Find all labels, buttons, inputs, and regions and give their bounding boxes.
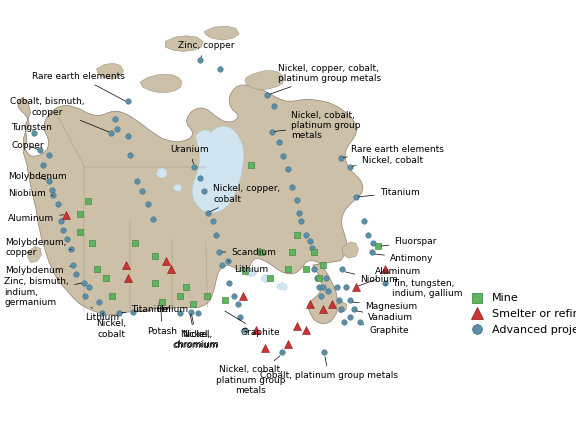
Text: Graphite: Graphite xyxy=(225,311,280,337)
Text: Uranium: Uranium xyxy=(170,145,209,164)
Text: Nickel,
cobalt: Nickel, cobalt xyxy=(96,313,127,339)
Polygon shape xyxy=(192,126,244,213)
Text: Nickel, cobalt,
platinum group
metals: Nickel, cobalt, platinum group metals xyxy=(275,111,361,140)
Text: Cobalt, platinum group metals: Cobalt, platinum group metals xyxy=(260,357,398,380)
Text: Fluorspar: Fluorspar xyxy=(381,238,437,246)
Text: Titanium: Titanium xyxy=(359,188,419,197)
Polygon shape xyxy=(156,168,167,178)
Text: Copper: Copper xyxy=(12,141,44,150)
Text: Antimony: Antimony xyxy=(375,254,434,262)
Polygon shape xyxy=(173,184,182,191)
Text: Lithium: Lithium xyxy=(228,261,268,274)
Text: Nickel, cobalt,
platinum group
metals: Nickel, cobalt, platinum group metals xyxy=(216,356,286,395)
Polygon shape xyxy=(28,246,41,262)
Polygon shape xyxy=(342,242,358,258)
Polygon shape xyxy=(336,302,347,313)
Polygon shape xyxy=(140,74,182,92)
Text: Nickel, copper, cobalt,
platinum group metals: Nickel, copper, cobalt, platinum group m… xyxy=(270,64,381,94)
Text: Tin, tungsten,
indium, gallium: Tin, tungsten, indium, gallium xyxy=(385,279,463,298)
Text: Scandium: Scandium xyxy=(222,248,276,256)
Polygon shape xyxy=(276,283,287,290)
Text: Rare earth elements: Rare earth elements xyxy=(32,72,126,101)
Text: Zinc, bismuth,
indium,
germanium: Zinc, bismuth, indium, germanium xyxy=(5,277,82,307)
Text: Zinc, copper: Zinc, copper xyxy=(177,41,234,58)
Polygon shape xyxy=(18,85,363,324)
Text: Molybdenum: Molybdenum xyxy=(8,172,67,181)
Polygon shape xyxy=(97,63,124,79)
Text: Aluminum: Aluminum xyxy=(358,267,421,286)
Text: Niobium: Niobium xyxy=(8,189,53,198)
Text: Helium: Helium xyxy=(135,305,188,314)
Text: Nickel, copper,
cobalt: Nickel, copper, cobalt xyxy=(210,184,281,211)
Legend: Mine, Smelter or refinery, Advanced project: Mine, Smelter or refinery, Advanced proj… xyxy=(461,289,576,339)
Text: Molybdenum,
copper: Molybdenum, copper xyxy=(5,238,71,257)
Polygon shape xyxy=(262,274,270,283)
Text: Nickel, cobalt: Nickel, cobalt xyxy=(353,156,423,166)
Text: Tungsten: Tungsten xyxy=(12,123,52,132)
Polygon shape xyxy=(244,268,257,277)
Text: Nickel,
chromium: Nickel, chromium xyxy=(173,314,218,350)
Polygon shape xyxy=(245,71,284,89)
Text: Rare earth elements: Rare earth elements xyxy=(343,145,444,157)
Text: Titanium: Titanium xyxy=(122,305,171,314)
Text: Vanadium: Vanadium xyxy=(357,311,414,322)
Text: Molybdenum: Molybdenum xyxy=(5,266,70,275)
Text: Potash: Potash xyxy=(147,306,177,336)
Polygon shape xyxy=(165,36,203,51)
Text: Graphite: Graphite xyxy=(363,324,409,335)
Polygon shape xyxy=(204,26,239,40)
Text: Nickel,
chromium: Nickel, chromium xyxy=(174,314,219,349)
Text: Aluminum: Aluminum xyxy=(8,214,64,222)
Text: Magnesium: Magnesium xyxy=(353,302,417,310)
Text: Lithium: Lithium xyxy=(85,307,119,322)
Text: Niobium: Niobium xyxy=(345,272,398,284)
Text: Cobalt, bismuth,
copper: Cobalt, bismuth, copper xyxy=(10,97,109,132)
